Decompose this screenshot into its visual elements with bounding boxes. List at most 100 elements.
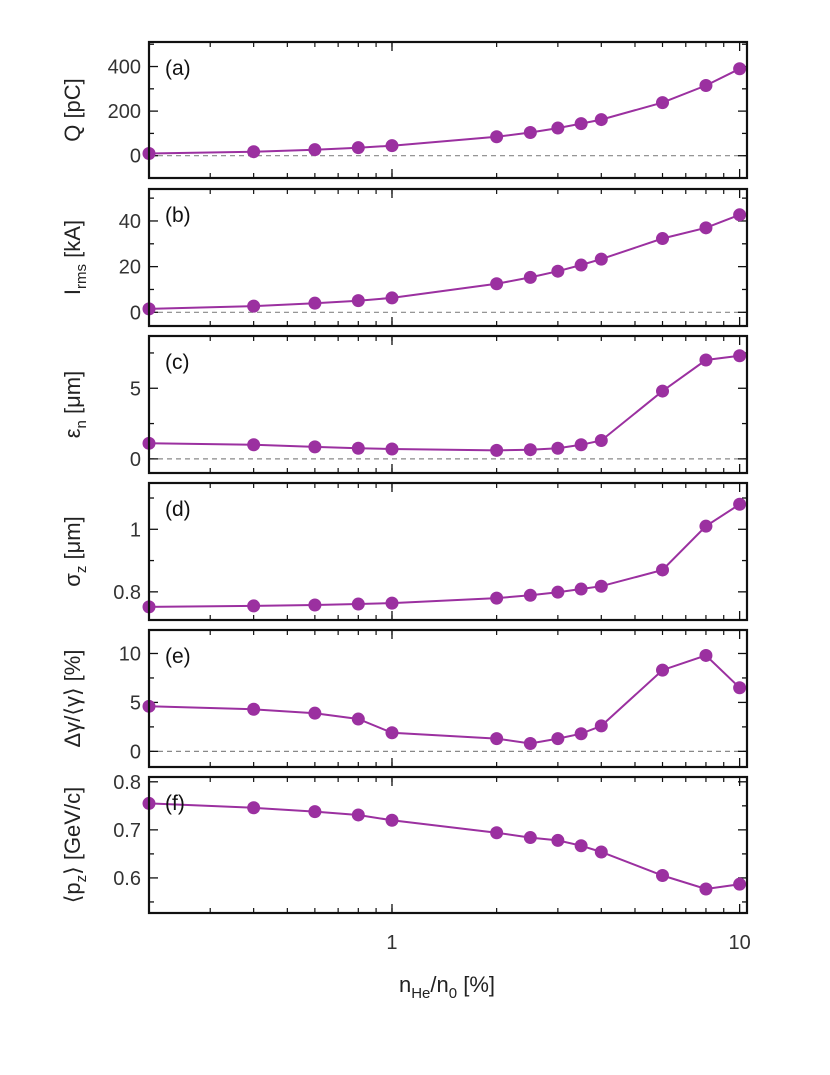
data-point bbox=[656, 869, 670, 883]
data-point bbox=[699, 221, 713, 235]
panel-b: 0 20 40 (b) Irms [kA] bbox=[60, 187, 749, 328]
panels-group: 0 200 400 (a) Q [pC] 0 20 40 (b) Irms [kA] 0 5 (c) εn… bbox=[60, 40, 749, 915]
data-point bbox=[308, 440, 322, 454]
panel-label: (e) bbox=[165, 645, 191, 668]
data-point bbox=[385, 726, 399, 740]
y-tick-label: 20 bbox=[119, 257, 141, 279]
x-axis-label: nHe/n0 [%] bbox=[399, 972, 495, 1002]
data-point bbox=[247, 702, 261, 716]
y-axis-label: εn [μm] bbox=[60, 371, 90, 439]
data-point bbox=[574, 117, 588, 131]
panel-label: (c) bbox=[165, 351, 190, 374]
data-point bbox=[247, 145, 261, 159]
data-point bbox=[733, 208, 747, 222]
y-tick-label: 0 bbox=[130, 741, 141, 763]
data-point bbox=[523, 588, 537, 602]
data-point bbox=[385, 442, 399, 456]
data-point bbox=[594, 845, 608, 859]
data-point bbox=[551, 833, 565, 847]
data-point bbox=[385, 596, 399, 610]
data-point bbox=[733, 62, 747, 76]
data-point bbox=[351, 294, 365, 308]
data-point bbox=[490, 277, 504, 291]
panel-frame bbox=[147, 628, 749, 769]
data-point bbox=[594, 579, 608, 593]
y-tick-label: 0 bbox=[130, 302, 141, 324]
data-point bbox=[574, 582, 588, 596]
data-point bbox=[699, 353, 713, 367]
data-point bbox=[247, 438, 261, 452]
panel-c: 0 5 (c) εn [μm] bbox=[60, 334, 749, 475]
data-point bbox=[551, 585, 565, 599]
data-point bbox=[351, 808, 365, 822]
y-tick-label: 0 bbox=[130, 146, 141, 168]
data-point bbox=[308, 598, 322, 612]
data-point bbox=[308, 805, 322, 819]
panel-frame bbox=[147, 481, 749, 622]
panel-d: 0.8 1 (d) σz [μm] bbox=[60, 481, 749, 622]
data-point bbox=[699, 648, 713, 662]
data-point bbox=[733, 497, 747, 511]
data-point bbox=[523, 737, 537, 751]
data-point bbox=[351, 712, 365, 726]
series-line bbox=[148, 802, 740, 891]
data-point bbox=[490, 591, 504, 605]
data-point bbox=[351, 597, 365, 611]
y-tick-label: 0 bbox=[130, 449, 141, 471]
panel-label: (f) bbox=[165, 792, 185, 815]
data-point bbox=[594, 719, 608, 733]
data-point bbox=[490, 443, 504, 457]
y-axis-label: Irms [kA] bbox=[60, 220, 90, 295]
panel-frame bbox=[147, 187, 749, 328]
panel-frame bbox=[147, 775, 749, 915]
y-axis-label: σz [μm] bbox=[60, 516, 90, 586]
x-axis-ticks: 1 10 bbox=[386, 932, 750, 954]
y-axis-label: Q [pC] bbox=[60, 78, 85, 142]
y-tick-label: 0.7 bbox=[113, 820, 141, 842]
panel-label: (b) bbox=[165, 204, 191, 227]
data-point bbox=[490, 826, 504, 840]
data-point bbox=[385, 291, 399, 305]
y-tick-label: 200 bbox=[108, 101, 141, 123]
data-point bbox=[574, 727, 588, 741]
y-tick-label: 1 bbox=[130, 519, 141, 541]
data-point bbox=[308, 143, 322, 157]
panel-a: 0 200 400 (a) Q [pC] bbox=[60, 40, 749, 180]
data-point bbox=[594, 434, 608, 448]
data-point bbox=[733, 877, 747, 891]
y-tick-label: 0.8 bbox=[113, 772, 141, 794]
panel-label: (a) bbox=[165, 57, 191, 80]
data-point bbox=[656, 563, 670, 577]
series-line bbox=[148, 354, 740, 452]
series-line bbox=[148, 213, 740, 310]
data-point bbox=[733, 681, 747, 695]
y-axis-label: ⟨pz⟩ [GeV/c] bbox=[60, 787, 90, 903]
data-point bbox=[574, 839, 588, 853]
data-point bbox=[247, 801, 261, 815]
series-line bbox=[148, 67, 741, 155]
data-point bbox=[656, 663, 670, 677]
data-point bbox=[656, 96, 670, 110]
series-line bbox=[148, 654, 741, 745]
data-point bbox=[594, 252, 608, 266]
data-point bbox=[574, 438, 588, 452]
data-point bbox=[656, 384, 670, 398]
y-tick-label: 400 bbox=[108, 57, 141, 79]
data-point bbox=[656, 232, 670, 246]
data-point bbox=[308, 296, 322, 310]
data-point bbox=[490, 732, 504, 746]
y-tick-label: 0.8 bbox=[113, 582, 141, 604]
data-point bbox=[351, 441, 365, 455]
data-point bbox=[351, 141, 365, 155]
data-point bbox=[247, 299, 261, 313]
y-axis-label: Δγ/⟨γ⟩ [%] bbox=[60, 650, 85, 748]
x-tick-label: 10 bbox=[729, 932, 751, 954]
data-point bbox=[385, 813, 399, 827]
x-tick-label: 1 bbox=[386, 932, 397, 954]
data-point bbox=[385, 139, 399, 153]
data-point bbox=[247, 599, 261, 613]
data-point bbox=[699, 519, 713, 533]
data-point bbox=[551, 264, 565, 278]
y-tick-label: 5 bbox=[130, 378, 141, 400]
